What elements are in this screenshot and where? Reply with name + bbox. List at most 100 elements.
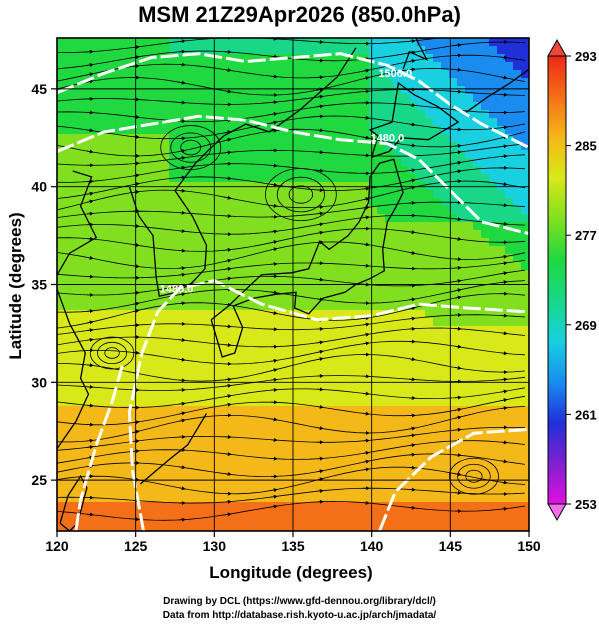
temperature-cell xyxy=(281,254,290,263)
temperature-cell xyxy=(281,278,290,287)
temperature-cell xyxy=(369,46,378,55)
temperature-cell xyxy=(337,198,346,207)
temperature-cell xyxy=(201,526,210,531)
temperature-cell xyxy=(185,142,194,151)
temperature-cell xyxy=(401,102,410,111)
temperature-cell xyxy=(353,278,362,287)
temperature-cell xyxy=(121,38,130,47)
streamline-arrow xyxy=(270,494,278,499)
temperature-cell xyxy=(449,510,458,519)
temperature-cell xyxy=(129,278,138,287)
temperature-cell xyxy=(105,294,114,303)
temperature-cell xyxy=(313,366,322,375)
temperature-cell xyxy=(361,406,370,415)
temperature-cell xyxy=(145,206,154,215)
temperature-cell xyxy=(249,326,258,335)
temperature-cell xyxy=(121,166,130,175)
temperature-cell xyxy=(121,110,130,119)
temperature-cell xyxy=(177,486,186,495)
temperature-cell xyxy=(249,238,258,247)
temperature-cell xyxy=(489,174,498,183)
temperature-cell xyxy=(233,166,242,175)
temperature-cell xyxy=(497,334,506,343)
temperature-cell xyxy=(161,358,170,367)
temperature-cell xyxy=(369,326,378,335)
temperature-cell xyxy=(217,342,226,351)
temperature-cell xyxy=(361,94,370,103)
temperature-cell xyxy=(489,374,498,383)
temperature-cell xyxy=(105,78,114,87)
temperature-cell xyxy=(257,190,266,199)
temperature-cell xyxy=(409,494,418,503)
temperature-cell xyxy=(65,446,74,455)
temperature-cell xyxy=(465,438,474,447)
temperature-cell xyxy=(321,190,330,199)
temperature-cell xyxy=(361,222,370,231)
temperature-cell xyxy=(225,86,234,95)
temperature-cell xyxy=(433,254,442,263)
temperature-cell xyxy=(417,270,426,279)
temperature-cell xyxy=(233,350,242,359)
temperature-cell xyxy=(241,126,250,135)
streamline-arrow xyxy=(454,43,462,48)
temperature-cell xyxy=(393,390,402,399)
streamline-arrow xyxy=(362,76,370,81)
temperature-cell xyxy=(313,310,322,319)
streamline-arrow xyxy=(224,195,232,200)
temperature-cell xyxy=(385,422,394,431)
temperature-cell xyxy=(497,286,506,295)
temperature-cell xyxy=(177,102,186,111)
temperature-cell xyxy=(209,342,218,351)
temperature-cell xyxy=(145,318,154,327)
temperature-cell xyxy=(345,270,354,279)
temperature-cell xyxy=(425,478,434,487)
temperature-cell xyxy=(161,518,170,527)
temperature-cell xyxy=(313,286,322,295)
streamline-arrow xyxy=(500,254,508,259)
temperature-cell xyxy=(81,358,90,367)
temperature-cell xyxy=(257,70,266,79)
temperature-cell xyxy=(305,206,314,215)
temperature-cell xyxy=(457,230,466,239)
temperature-cell xyxy=(345,94,354,103)
temperature-cell xyxy=(129,206,138,215)
temperature-cell xyxy=(377,206,386,215)
temperature-cell xyxy=(225,318,234,327)
temperature-cell xyxy=(473,406,482,415)
temperature-cell xyxy=(313,134,322,143)
temperature-cell xyxy=(145,198,154,207)
temperature-cell xyxy=(97,230,106,239)
temperature-cell xyxy=(457,406,466,415)
temperature-cell xyxy=(153,510,162,519)
temperature-cell xyxy=(121,142,130,151)
temperature-cell xyxy=(217,38,226,47)
temperature-cell xyxy=(209,446,218,455)
temperature-cell xyxy=(457,374,466,383)
temperature-cell xyxy=(257,526,266,531)
temperature-cell xyxy=(313,502,322,511)
temperature-cell xyxy=(225,158,234,167)
temperature-cell xyxy=(233,366,242,375)
temperature-cell xyxy=(129,366,138,375)
temperature-cell xyxy=(185,494,194,503)
temperature-cell xyxy=(409,454,418,463)
temperature-cell xyxy=(161,446,170,455)
temperature-cell xyxy=(169,502,178,511)
temperature-cell xyxy=(369,430,378,439)
temperature-cell xyxy=(337,398,346,407)
temperature-cell xyxy=(481,342,490,351)
temperature-cell xyxy=(81,486,90,495)
temperature-cell xyxy=(257,254,266,263)
streamline-arrow xyxy=(408,297,416,302)
temperature-cell xyxy=(193,486,202,495)
temperature-cell xyxy=(65,198,74,207)
temperature-cell xyxy=(153,486,162,495)
temperature-cell xyxy=(497,470,506,479)
temperature-cell xyxy=(425,214,434,223)
temperature-cell xyxy=(393,414,402,423)
streamline-arrow xyxy=(500,261,508,266)
temperature-cell xyxy=(105,414,114,423)
temperature-cell xyxy=(217,486,226,495)
temperature-cell xyxy=(313,46,322,55)
temperature-cell xyxy=(481,294,490,303)
